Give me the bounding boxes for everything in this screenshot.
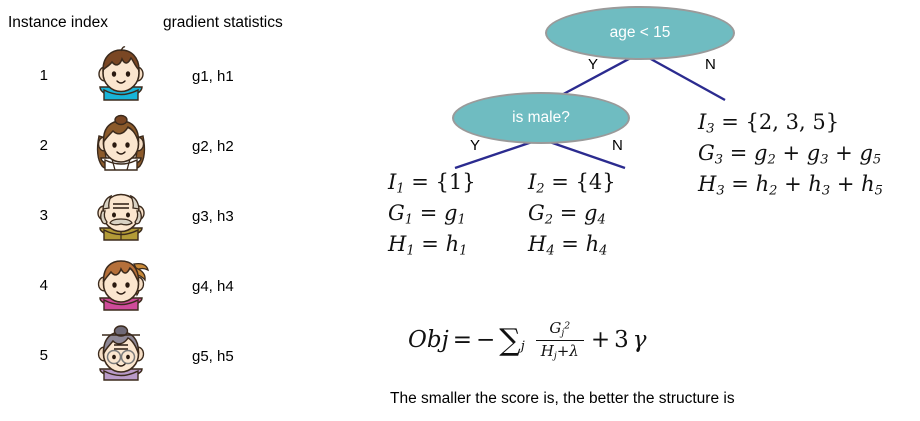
- gamma-symbol: γ: [632, 326, 647, 353]
- objective-minus: −: [476, 326, 496, 353]
- old-man-avatar: [90, 184, 152, 246]
- objective-formula: Obj = − ∑ j Gj2 Hj+λ + 3 γ: [408, 318, 646, 363]
- instance-index-5: 5: [39, 347, 48, 364]
- girl-avatar: [90, 114, 152, 176]
- boy-avatar: [90, 44, 152, 106]
- leaf-stats-left: I1 = {1} G1 = g1 H1 = h1: [388, 168, 476, 261]
- column-header-instance-index: Instance index: [8, 14, 108, 31]
- objective-fraction: Gj2 Hj+λ: [535, 318, 584, 363]
- objective-name: Obj: [408, 326, 449, 353]
- instance-index-1: 1: [39, 67, 48, 84]
- young-woman-avatar: [90, 254, 152, 316]
- leaf-left-line-H: H1 = h1: [388, 232, 468, 259]
- leaf-mid-line-H: H4 = h4: [528, 232, 608, 259]
- summation-icon: ∑: [499, 323, 521, 359]
- fraction-denominator: Hj+λ: [535, 339, 584, 363]
- leaf-right-line-H: H3 = h2 + h3 + h5: [698, 172, 883, 199]
- leaf-stats-middle: I2 = {4} G2 = g4 H4 = h4: [528, 168, 616, 261]
- instance-index-4: 4: [39, 277, 48, 294]
- gradient-stat-3: g3, h3: [192, 208, 234, 225]
- objective-equals: =: [452, 326, 472, 353]
- leaf-left-line-I: I1 = {1}: [388, 170, 476, 197]
- leaf-right-line-I: I3 = {2, 3, 5}: [698, 110, 840, 137]
- leaf-stats-right: I3 = {2, 3, 5} G3 = g2 + g3 + g5 H3 = h2…: [698, 108, 883, 201]
- fraction-numerator: Gj2: [549, 319, 571, 339]
- gamma-coefficient: 3: [614, 326, 629, 353]
- caption-text: The smaller the score is, the better the…: [390, 390, 735, 407]
- edge-label-root-yes: Y: [588, 56, 599, 73]
- leaf-mid-line-G: G2 = g4: [528, 201, 606, 228]
- tree-node-root[interactable]: age < 15: [545, 6, 735, 60]
- instance-index-2: 2: [39, 137, 48, 154]
- gradient-stat-1: g1, h1: [192, 68, 234, 85]
- edge-label-root-no: N: [705, 56, 716, 73]
- edge-label-male-no: N: [612, 137, 623, 154]
- objective-plus: +: [590, 326, 611, 353]
- instance-index-3: 3: [39, 207, 48, 224]
- edge-label-male-yes: Y: [470, 137, 481, 154]
- summation-index: j: [520, 339, 525, 355]
- gradient-stat-2: g2, h2: [192, 138, 234, 155]
- column-header-gradient-statistics: gradient statistics: [163, 14, 283, 31]
- leaf-left-line-G: G1 = g1: [388, 201, 466, 228]
- old-woman-avatar: [90, 324, 152, 386]
- leaf-right-line-G: G3 = g2 + g3 + g5: [698, 141, 882, 168]
- gradient-stat-4: g4, h4: [192, 278, 234, 295]
- leaf-mid-line-I: I2 = {4}: [528, 170, 616, 197]
- tree-node-is-male[interactable]: is male?: [452, 92, 630, 144]
- gradient-stat-5: g5, h5: [192, 348, 234, 365]
